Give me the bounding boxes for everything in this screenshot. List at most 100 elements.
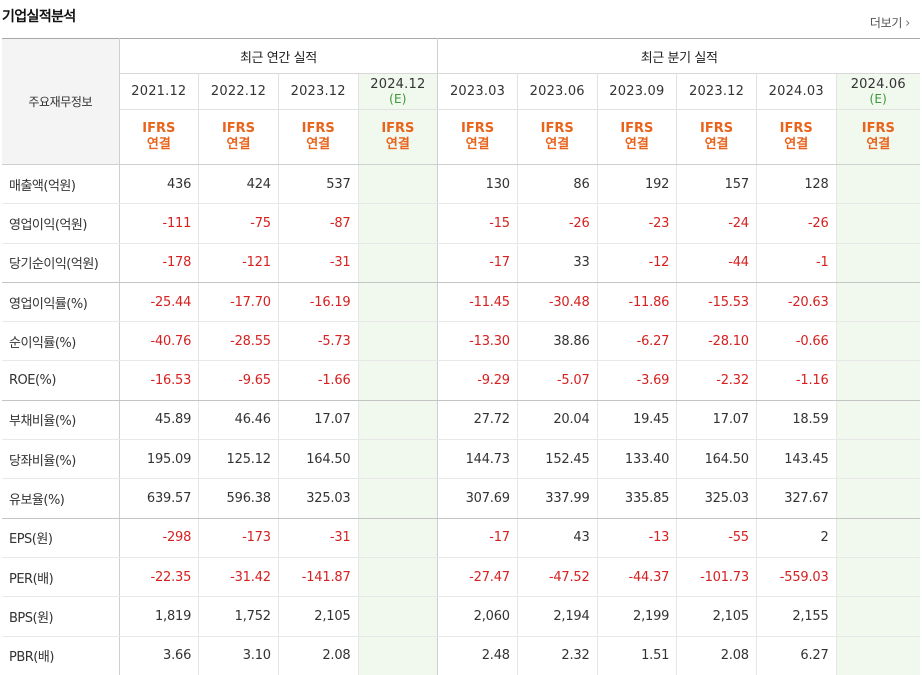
value-cell: 18.59 bbox=[756, 400, 837, 441]
value-cell: 125.12 bbox=[198, 439, 279, 480]
value-cell: 2.08 bbox=[278, 636, 359, 675]
period-header: 2023.03 bbox=[437, 73, 518, 110]
value-cell: -13.30 bbox=[437, 321, 518, 362]
value-cell: 19.45 bbox=[597, 400, 678, 441]
accounting-standard-header: IFRS 연결 bbox=[756, 109, 837, 165]
value-cell bbox=[358, 439, 439, 480]
period-header: 2023.12 bbox=[676, 73, 757, 110]
value-cell bbox=[358, 596, 439, 637]
accounting-standard-header: IFRS 연결 bbox=[278, 109, 359, 165]
period-label: 2024.06 bbox=[850, 76, 906, 92]
row-label-header: 주요재무정보 bbox=[2, 38, 120, 165]
value-cell: 327.67 bbox=[756, 478, 837, 519]
value-cell: -298 bbox=[119, 518, 200, 558]
value-cell: -11.86 bbox=[597, 282, 678, 323]
value-cell: 3.66 bbox=[119, 636, 200, 675]
header-accounting-row: IFRS 연결 IFRS 연결 IFRS 연결 IFRS 연결 IFRS 연결 IFRS 연결 IFRS… bbox=[2, 109, 920, 165]
metric-label: 매출액(억원) bbox=[2, 164, 120, 205]
value-cell bbox=[836, 439, 920, 480]
estimate-marker: (E) bbox=[389, 91, 407, 106]
value-cell: 20.04 bbox=[517, 400, 598, 441]
table-row: 영업이익률(%) -25.44 -17.70 -16.19 -11.45 -30.48 -1… bbox=[2, 282, 920, 323]
accounting-standard-label: IFRS bbox=[620, 121, 654, 136]
value-cell bbox=[836, 321, 920, 362]
accounting-standard-label: IFRS bbox=[700, 121, 734, 136]
estimate-marker: (E) bbox=[869, 91, 888, 106]
value-cell: -44 bbox=[676, 243, 757, 283]
value-cell bbox=[836, 478, 920, 519]
accounting-standard-header: IFRS 연결 bbox=[358, 109, 439, 165]
more-link[interactable]: 더보기 › bbox=[870, 14, 910, 31]
metric-label: 순이익률(%) bbox=[2, 321, 120, 362]
value-cell: 86 bbox=[517, 164, 598, 205]
value-cell bbox=[836, 360, 920, 401]
annual-group-header: 최근 연간 실적 bbox=[119, 38, 439, 74]
accounting-standard-header: IFRS 연결 bbox=[836, 109, 920, 165]
value-cell bbox=[358, 164, 439, 205]
period-header: 2024.12 (E) bbox=[358, 73, 439, 110]
value-cell bbox=[358, 282, 439, 323]
value-cell: -111 bbox=[119, 203, 200, 244]
value-cell: 45.89 bbox=[119, 400, 200, 441]
value-cell: -17.70 bbox=[198, 282, 279, 323]
period-label: 2023.06 bbox=[529, 84, 585, 99]
metric-label: 당좌비율(%) bbox=[2, 439, 120, 480]
value-cell: 2,060 bbox=[437, 596, 518, 637]
value-cell: 43 bbox=[517, 518, 598, 558]
accounting-standard-label: IFRS bbox=[861, 121, 895, 136]
value-cell: -17 bbox=[437, 243, 518, 283]
value-cell: 2,155 bbox=[756, 596, 837, 637]
value-cell: 2 bbox=[756, 518, 837, 558]
financial-summary-table: 주요재무정보 최근 연간 실적 최근 분기 실적 2021.12 2022.12 2… bbox=[2, 38, 920, 675]
value-cell: -1 bbox=[756, 243, 837, 283]
period-label: 2022.12 bbox=[210, 84, 267, 99]
metric-label: 당기순이익(억원) bbox=[2, 243, 120, 283]
value-cell: 537 bbox=[278, 164, 359, 205]
period-header: 2023.09 bbox=[597, 73, 678, 110]
value-cell: -559.03 bbox=[756, 557, 837, 598]
accounting-standard-label: IFRS bbox=[540, 121, 574, 136]
value-cell: 195.09 bbox=[119, 439, 200, 480]
value-cell: 33 bbox=[517, 243, 598, 283]
value-cell: -15.53 bbox=[676, 282, 757, 323]
section-title: 기업실적분석 bbox=[2, 9, 76, 25]
consolidation-label: 연결 bbox=[226, 137, 251, 152]
value-cell: -25.44 bbox=[119, 282, 200, 323]
period-label: 2024.12 bbox=[370, 76, 426, 92]
value-cell: 325.03 bbox=[676, 478, 757, 519]
value-cell: -16.53 bbox=[119, 360, 200, 401]
value-cell: 46.46 bbox=[198, 400, 279, 441]
value-cell: -17 bbox=[437, 518, 518, 558]
value-cell: 17.07 bbox=[676, 400, 757, 441]
value-cell bbox=[836, 518, 920, 558]
period-label: 2024.03 bbox=[768, 84, 824, 99]
value-cell: -12 bbox=[597, 243, 678, 283]
value-cell: -0.66 bbox=[756, 321, 837, 362]
value-cell bbox=[358, 636, 439, 675]
value-cell: -87 bbox=[278, 203, 359, 244]
value-cell bbox=[358, 400, 439, 441]
value-cell: -30.48 bbox=[517, 282, 598, 323]
period-header: 2021.12 bbox=[119, 73, 200, 110]
table-row: PBR(배) 3.66 3.10 2.08 2.48 2.32 1.51 2.08 6.27 bbox=[2, 636, 920, 675]
value-cell: 2.08 bbox=[676, 636, 757, 675]
value-cell: 27.72 bbox=[437, 400, 518, 441]
value-cell: -3.69 bbox=[597, 360, 678, 401]
value-cell: 192 bbox=[597, 164, 678, 205]
table-row: ROE(%) -16.53 -9.65 -1.66 -9.29 -5.07 -3.69 -2.… bbox=[2, 360, 920, 401]
table-row: 당기순이익(억원) -178 -121 -31 -17 33 -12 -44 -1 bbox=[2, 243, 920, 283]
quarter-group-header: 최근 분기 실적 bbox=[437, 38, 920, 74]
value-cell: 639.57 bbox=[119, 478, 200, 519]
consolidation-label: 연결 bbox=[704, 137, 729, 152]
accounting-standard-header: IFRS 연결 bbox=[517, 109, 598, 165]
value-cell: -121 bbox=[198, 243, 279, 283]
value-cell: -40.76 bbox=[119, 321, 200, 362]
value-cell: 2,105 bbox=[278, 596, 359, 637]
period-label: 2023.03 bbox=[449, 84, 506, 99]
value-cell bbox=[358, 518, 439, 558]
consolidation-label: 연결 bbox=[465, 137, 490, 152]
consolidation-label: 연결 bbox=[784, 137, 809, 152]
value-cell: 2,194 bbox=[517, 596, 598, 637]
value-cell: 596.38 bbox=[198, 478, 279, 519]
consolidation-label: 연결 bbox=[866, 137, 891, 152]
